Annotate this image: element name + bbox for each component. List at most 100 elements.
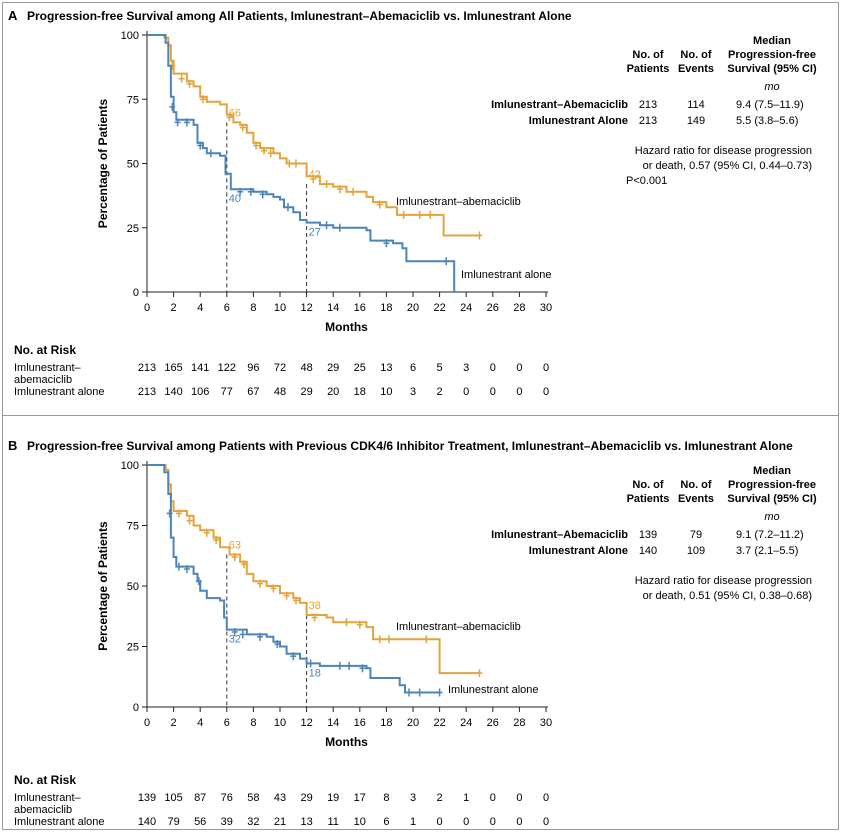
panel-a-risk-value: 48	[274, 386, 286, 398]
panel-a-mono-point-label: 40	[229, 193, 241, 205]
panel-a-table-header-events: Events	[678, 63, 714, 75]
panel-a-risk-value: 140	[164, 386, 182, 398]
panel-b-table-row-median: 9.1 (7.2–11.2)	[736, 529, 804, 541]
panel-b-table-header-patients: No. of	[632, 479, 663, 491]
panel-a-risk-value: 3	[410, 386, 416, 398]
panel-b-x-tick-label: 6	[224, 717, 230, 729]
panel-a-y-axis-label: Percentage of Patients	[96, 98, 110, 228]
panel-b-risk-value: 0	[516, 816, 522, 828]
panel-a-x-tick-label: 2	[171, 302, 177, 314]
panel-a-risk-value: 106	[191, 386, 209, 398]
panel-b-mono-end-label: Imlunestrant alone	[448, 684, 539, 696]
panel-b-x-axis-label: Months	[325, 735, 368, 749]
panel-b-risk-value: 0	[463, 816, 469, 828]
panel-b-x-tick-label: 14	[327, 717, 339, 729]
panel-a-mono-end-label: Imlunestrant alone	[461, 269, 552, 281]
panel-b-hazard-ratio-text: Hazard ratio for disease progression	[635, 575, 812, 587]
panel-a-risk-value: 122	[218, 362, 236, 374]
panel-b-table-header-median: Progression-free	[728, 479, 816, 491]
panel-a-risk-value: 213	[138, 362, 156, 374]
panel-b-risk-title: No. at Risk	[14, 773, 76, 787]
panel-a-y-tick-label: 0	[133, 287, 139, 299]
panel-a-mono-curve	[147, 34, 456, 292]
panel-a-risk-row-label: Imlunestrant–	[14, 362, 82, 374]
panel-b-risk-value: 87	[194, 792, 206, 804]
panel-a-table-header-median: Median	[753, 35, 791, 47]
panel-a-risk-value: 2	[437, 386, 443, 398]
panel-b-risk-value: 43	[274, 792, 286, 804]
panel-a-table-header-median: Progression-free	[728, 49, 816, 61]
panel-b-risk-row-label: Imlunestrant–	[14, 792, 82, 804]
panel-a-x-tick-label: 10	[274, 302, 286, 314]
panel-a-x-tick-label: 28	[513, 302, 525, 314]
panel-b-x-tick-label: 4	[197, 717, 203, 729]
panel-a-table-header-patients: No. of	[632, 49, 663, 61]
panel-a-combo-point-label: 66	[229, 107, 241, 119]
panel-b-risk-value: 0	[543, 792, 549, 804]
panel-a-x-tick-label: 24	[460, 302, 472, 314]
panel-a-x-tick-label: 14	[327, 302, 339, 314]
panel-b-table-row-patients: 139	[639, 529, 657, 541]
panel-b-risk-value: 6	[383, 816, 389, 828]
panel-a-risk-value: 0	[543, 362, 549, 374]
panel-b-table-row-label: Imlunestrant Alone	[529, 545, 628, 557]
panel-a-risk-value: 29	[327, 362, 339, 374]
panel-b-risk-value: 140	[138, 816, 156, 828]
panel-a-x-tick-label: 26	[487, 302, 499, 314]
panel-b-risk-row-label: Imlunestrant alone	[14, 816, 105, 828]
panel-a-risk-row-label: abemaciclib	[14, 374, 72, 386]
panel-a-combo-point-label: 42	[309, 169, 321, 181]
panel-b-risk-row-label: abemaciclib	[14, 804, 72, 816]
panel-a-risk-value: 25	[354, 362, 366, 374]
panel-b-x-tick-label: 28	[513, 717, 525, 729]
panel-b-x-tick-label: 8	[250, 717, 256, 729]
panel-a-risk-value: 96	[247, 362, 259, 374]
panel-b-hazard-ratio-text: or death, 0.51 (95% CI, 0.38–0.68)	[643, 590, 812, 602]
panel-a-risk-value: 18	[354, 386, 366, 398]
panel-a-risk-value: 72	[274, 362, 286, 374]
panel-b-risk-value: 139	[138, 792, 156, 804]
panel-b-risk-value: 105	[164, 792, 182, 804]
panel-a-table-header-median: Survival (95% CI)	[727, 63, 817, 75]
panel-b-table-unit: mo	[764, 511, 779, 523]
panel-b-mono-point-label: 18	[309, 667, 321, 679]
panel-a-table-row-median: 9.4 (7.5–11.9)	[736, 99, 804, 111]
panel-b-y-tick-label: 25	[127, 642, 139, 654]
panel-b-x-tick-label: 2	[171, 717, 177, 729]
panel-b-x-tick-label: 12	[300, 717, 312, 729]
panel-a-y-tick-label: 75	[127, 94, 139, 106]
panel-b-risk-value: 79	[167, 816, 179, 828]
panel-a-risk-value: 0	[463, 386, 469, 398]
panel-b-risk-value: 10	[354, 816, 366, 828]
panel-a-mono-point-label: 27	[309, 227, 321, 239]
panel-a-risk-value: 20	[327, 386, 339, 398]
panel-b-risk-value: 0	[543, 816, 549, 828]
panel-b-risk-value: 56	[194, 816, 206, 828]
panel-a-table-row-patients: 213	[639, 99, 657, 111]
panel-b-table-header-events: No. of	[680, 479, 711, 491]
panel-b-table-row-events: 79	[690, 529, 702, 541]
panel-b-x-tick-label: 16	[354, 717, 366, 729]
panel-b-y-tick-label: 0	[133, 702, 139, 714]
panel-a-risk-value: 5	[437, 362, 443, 374]
panel-a-hazard-ratio-text: or death, 0.57 (95% CI, 0.44–0.73)	[643, 160, 812, 172]
panel-b-risk-value: 3	[410, 792, 416, 804]
panel-a-risk-value: 0	[490, 362, 496, 374]
panel-a-table-header-events: No. of	[680, 49, 711, 61]
panel-a-x-tick-label: 18	[380, 302, 392, 314]
panel-a-table-header-patients: Patients	[627, 63, 670, 75]
panel-b-table-header-patients: Patients	[627, 493, 670, 505]
panel-b-risk-value: 0	[516, 792, 522, 804]
panel-b-table-row-median: 3.7 (2.1–5.5)	[736, 545, 798, 557]
panel-b-combo-point-label: 63	[229, 540, 241, 552]
panel-b-risk-value: 29	[300, 792, 312, 804]
panel-b-risk-value: 0	[490, 792, 496, 804]
panel-a-risk-row-label: Imlunestrant alone	[14, 386, 105, 398]
panel-b-risk-value: 0	[437, 816, 443, 828]
panel-b-y-tick-label: 100	[121, 460, 139, 472]
panel-b-risk-value: 58	[247, 792, 259, 804]
panel-a-x-tick-label: 8	[250, 302, 256, 314]
panel-a-x-tick-label: 20	[407, 302, 419, 314]
panel-b-table-header-median: Median	[753, 465, 791, 477]
